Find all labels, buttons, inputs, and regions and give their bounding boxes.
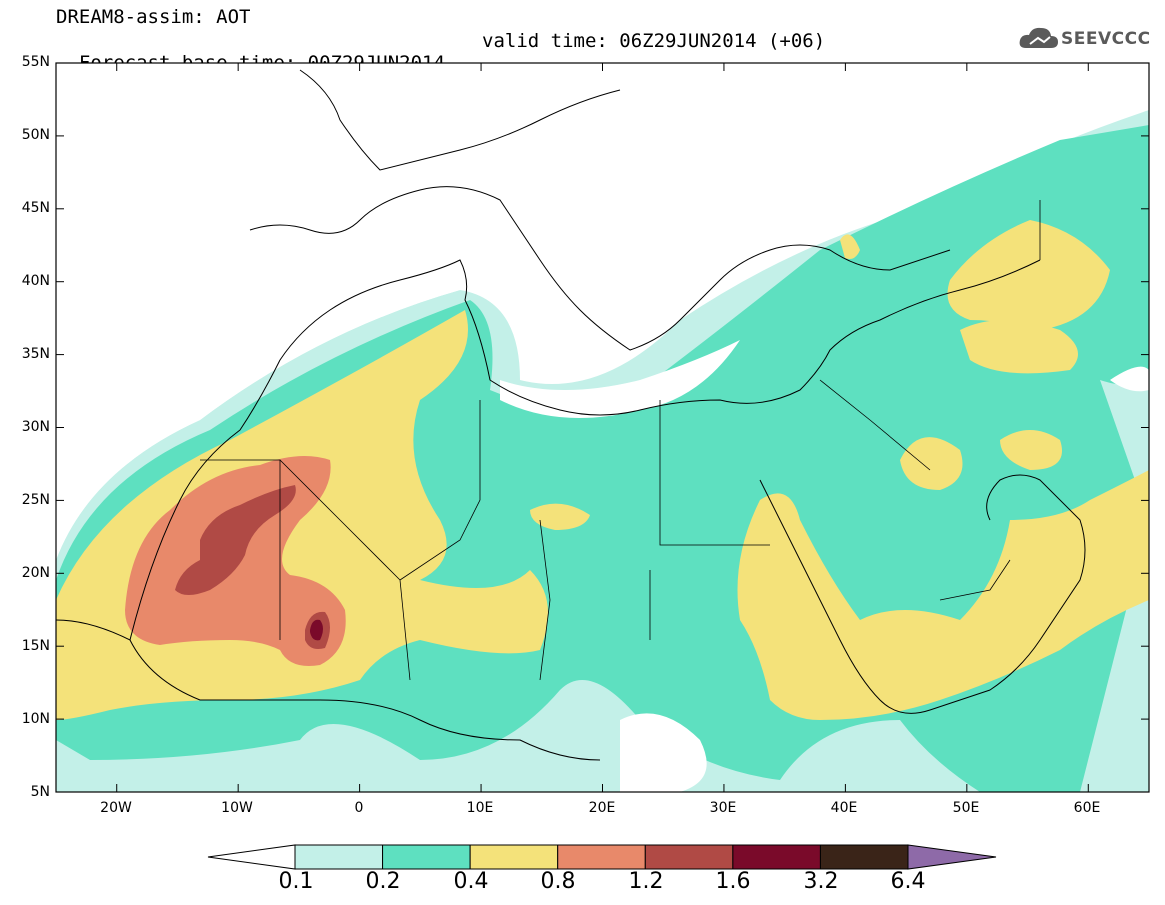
colorbar-label-0.1: 0.1 [278, 869, 314, 894]
colorbar [207, 844, 997, 870]
aot-fields [56, 63, 1149, 792]
aot-field-0.4-spot-c [1000, 430, 1062, 470]
lon-label-10w: 10W [221, 800, 253, 816]
colorbar-segment-0.8 [557, 844, 646, 870]
low-aot-patch-d [56, 63, 1149, 560]
lat-label-20n: 20N [21, 565, 50, 581]
colorbar-segment-0.2 [382, 844, 471, 870]
lat-label-40n: 40N [21, 273, 50, 289]
aot-field-1.2 [175, 485, 296, 595]
cloud-icon [1019, 27, 1058, 48]
colorbar-label-1.6: 1.6 [715, 869, 751, 894]
low-aot-patch-a [500, 340, 740, 418]
colorbar-segment-1.2 [644, 844, 734, 870]
lat-label-35n: 35N [21, 346, 50, 362]
colorbar-low-arrow [207, 844, 296, 870]
lat-label-50n: 50N [21, 127, 50, 143]
lon-label-0: 0 [354, 800, 364, 816]
lat-label-55n: 55N [21, 54, 50, 70]
low-aot-patch-c [620, 713, 707, 792]
colorbar-segment-0.1 [294, 844, 384, 870]
colorbar-label-0.8: 0.8 [540, 869, 576, 894]
seevccc-logo: SEEVCCC [1018, 24, 1158, 54]
aot-field-0.4-spot-e [840, 234, 860, 259]
low-aot-patch-b [1110, 366, 1149, 392]
lon-label-60e: 60E [1073, 800, 1101, 816]
lat-label-45n: 45N [21, 200, 50, 216]
aot-field-0.4-east [737, 470, 1149, 720]
colorbar-label-1.2: 1.2 [628, 869, 664, 894]
valid-time: valid time: 06Z29JUN2014 (+06) [482, 30, 826, 52]
axis-ticks [56, 62, 1149, 793]
map-title: DREAM8-assim: AOT [56, 6, 251, 28]
aot-field-0.4-spot-b [960, 320, 1078, 374]
lat-label-15n: 15N [21, 638, 50, 654]
lat-label-10n: 10N [21, 711, 50, 727]
lon-label-50e: 50E [952, 800, 980, 816]
lat-label-25n: 25N [21, 492, 50, 508]
lon-label-20e: 20E [588, 800, 616, 816]
aot-field-0.4-spot-d [530, 503, 590, 530]
colorbar-high-arrow [907, 844, 997, 870]
lon-label-30e: 30E [709, 800, 737, 816]
lon-label-40e: 40E [830, 800, 858, 816]
borders [200, 200, 1041, 681]
colorbar-segment-3.2 [819, 844, 909, 870]
lat-label-5n: 5N [30, 784, 50, 800]
colorbar-label-0.4: 0.4 [453, 869, 489, 894]
colorbar-segment-0.4 [469, 844, 559, 870]
lon-label-20w: 20W [100, 800, 132, 816]
aot-field-1.6 [310, 619, 323, 641]
aot-field-0.4-caspian [947, 220, 1110, 330]
aot-field-0.4-spot-a [900, 437, 963, 490]
colorbar-label-3.2: 3.2 [803, 869, 839, 894]
colorbar-label-0.2: 0.2 [365, 869, 401, 894]
lon-label-10e: 10E [466, 800, 494, 816]
coastlines [56, 69, 1086, 761]
colorbar-label-6.4: 6.4 [890, 869, 926, 894]
colorbar-segment-1.6 [732, 844, 821, 870]
lat-label-30n: 30N [21, 419, 50, 435]
